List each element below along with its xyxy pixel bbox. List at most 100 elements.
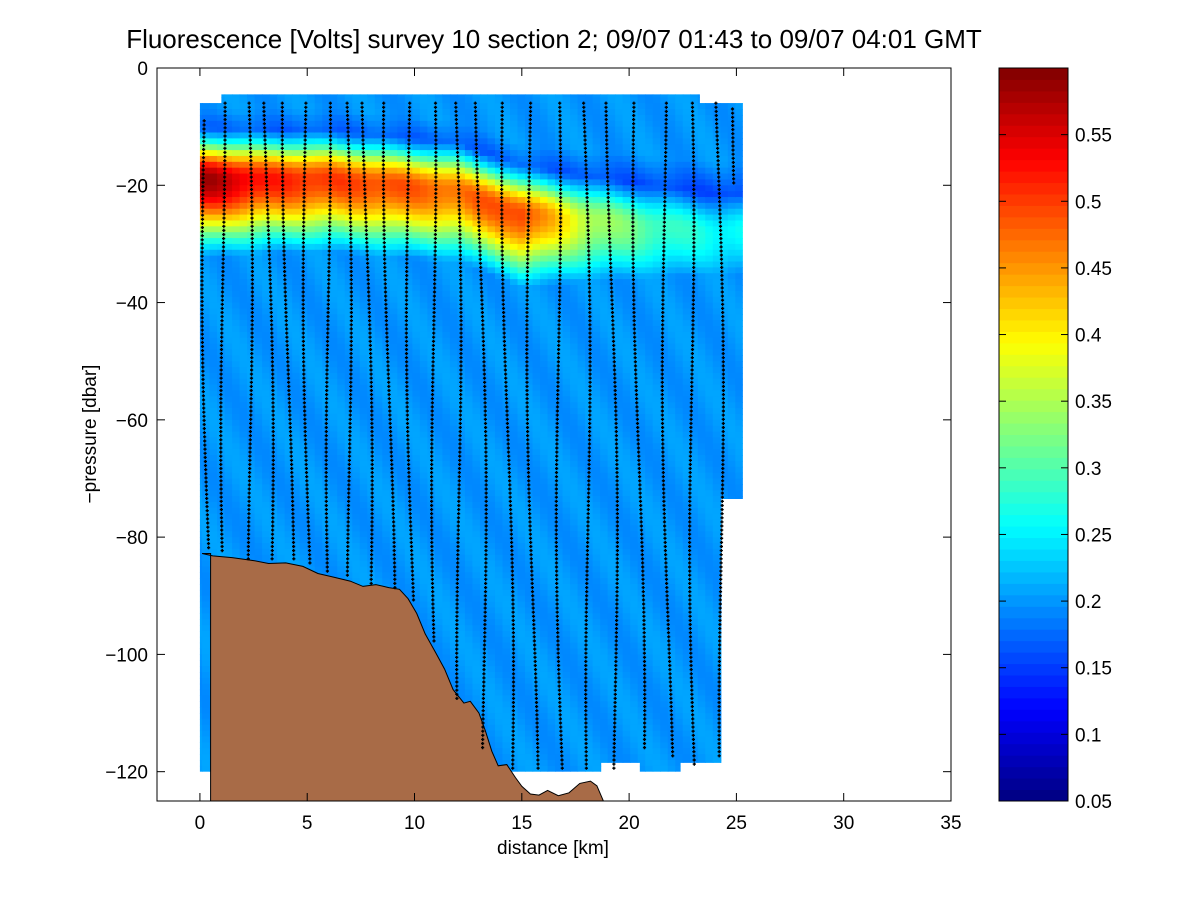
profile-sample-marker [250,310,254,315]
profile-sample-marker [370,520,374,524]
profile-sample-marker [285,327,289,331]
profile-sample-marker [664,130,668,134]
profile-sample-marker [615,549,619,553]
profile-sample-marker [346,118,350,122]
y-tick-label: −60 [116,411,148,432]
profile-sample-marker [691,737,695,741]
profile-sample-marker [283,286,287,290]
profile-sample-marker [250,302,254,306]
profile-sample-marker [404,298,409,302]
profile-sample-marker [525,343,529,347]
profile-sample-marker [219,409,223,413]
profile-sample-marker [206,533,210,537]
profile-sample-marker [267,249,271,253]
profile-sample-marker [284,319,288,323]
colorbar-swatch [999,629,1068,642]
profile-sample-marker [661,265,666,269]
profile-sample-marker [327,253,331,257]
profile-sample-marker [717,651,722,655]
profile-sample-marker [360,105,364,109]
profile-sample-marker [432,310,436,315]
profile-sample-marker [691,113,695,118]
profile-sample-marker [271,458,275,462]
profile-sample-marker [718,639,722,643]
profile-sample-marker [559,208,563,212]
profile-sample-marker [302,360,306,364]
profile-sample-marker [691,713,695,717]
profile-sample-marker [247,113,252,118]
profile-sample-marker [731,152,735,156]
profile-sample-marker [484,577,488,581]
profile-sample-marker [430,425,434,430]
profile-sample-marker [430,561,434,565]
profile-sample-marker [268,261,272,265]
profile-sample-marker [511,713,515,717]
profile-sample-marker [219,352,223,356]
profile-sample-marker [201,365,205,369]
colorbar-swatch [999,491,1068,504]
profile-sample-marker [457,479,461,483]
profile-sample-marker [662,228,666,232]
profile-sample-marker [662,241,666,245]
profile-sample-marker [667,655,671,659]
profile-sample-marker [661,278,665,282]
profile-sample-marker [433,253,437,257]
profile-sample-marker [219,368,223,372]
profile-sample-marker [615,618,619,622]
profile-sample-marker [361,146,365,150]
profile-sample-marker [267,245,271,249]
profile-sample-marker [556,393,560,397]
profile-sample-marker [692,179,696,183]
profile-sample-marker [220,520,224,524]
profile-sample-marker [501,290,505,294]
profile-sample-marker [406,434,410,438]
profile-sample-marker [370,553,374,557]
profile-sample-marker [201,164,205,168]
profile-sample-marker [721,454,725,458]
profile-sample-marker [631,212,635,216]
profile-sample-marker [247,475,252,479]
profile-sample-marker [268,274,272,278]
profile-sample-marker [219,364,223,368]
profile-sample-marker [525,282,529,286]
profile-sample-marker [584,618,588,622]
profile-sample-marker [483,606,487,610]
profile-sample-marker [558,224,563,228]
profile-sample-marker [557,331,561,335]
profile-sample-marker [528,130,532,134]
colorbar-swatch [999,732,1068,745]
profile-sample-marker [527,204,531,208]
profile-sample-marker [220,544,224,549]
profile-sample-marker [405,405,409,409]
profile-sample-marker [525,294,529,298]
profile-sample-marker [348,450,352,454]
profile-sample-marker [484,536,488,540]
profile-sample-marker [271,372,275,376]
profile-sample-marker [455,647,459,651]
profile-sample-marker [718,200,722,204]
profile-sample-marker [266,208,270,212]
profile-sample-marker [381,183,386,187]
profile-sample-marker [688,594,692,598]
profile-sample-marker [664,138,668,142]
profile-sample-marker [222,196,226,200]
profile-sample-marker [459,306,463,310]
profile-cast [404,101,416,602]
profile-sample-marker [500,261,504,265]
profile-sample-marker [586,516,590,520]
profile-sample-marker [666,627,670,631]
profile-sample-marker [511,627,515,631]
profile-sample-marker [391,495,395,499]
profile-sample-marker [615,503,619,508]
profile-sample-marker [411,598,416,602]
profile-sample-marker [219,356,223,360]
profile-sample-marker [455,586,459,590]
profile-sample-marker [455,614,459,618]
profile-sample-marker [223,109,227,113]
profile-sample-marker [481,335,485,339]
profile-sample-marker [389,450,393,454]
profile-sample-marker [203,447,207,451]
profile-sample-marker [455,659,459,663]
profile-sample-marker [527,479,531,483]
profile-sample-marker [433,286,437,290]
